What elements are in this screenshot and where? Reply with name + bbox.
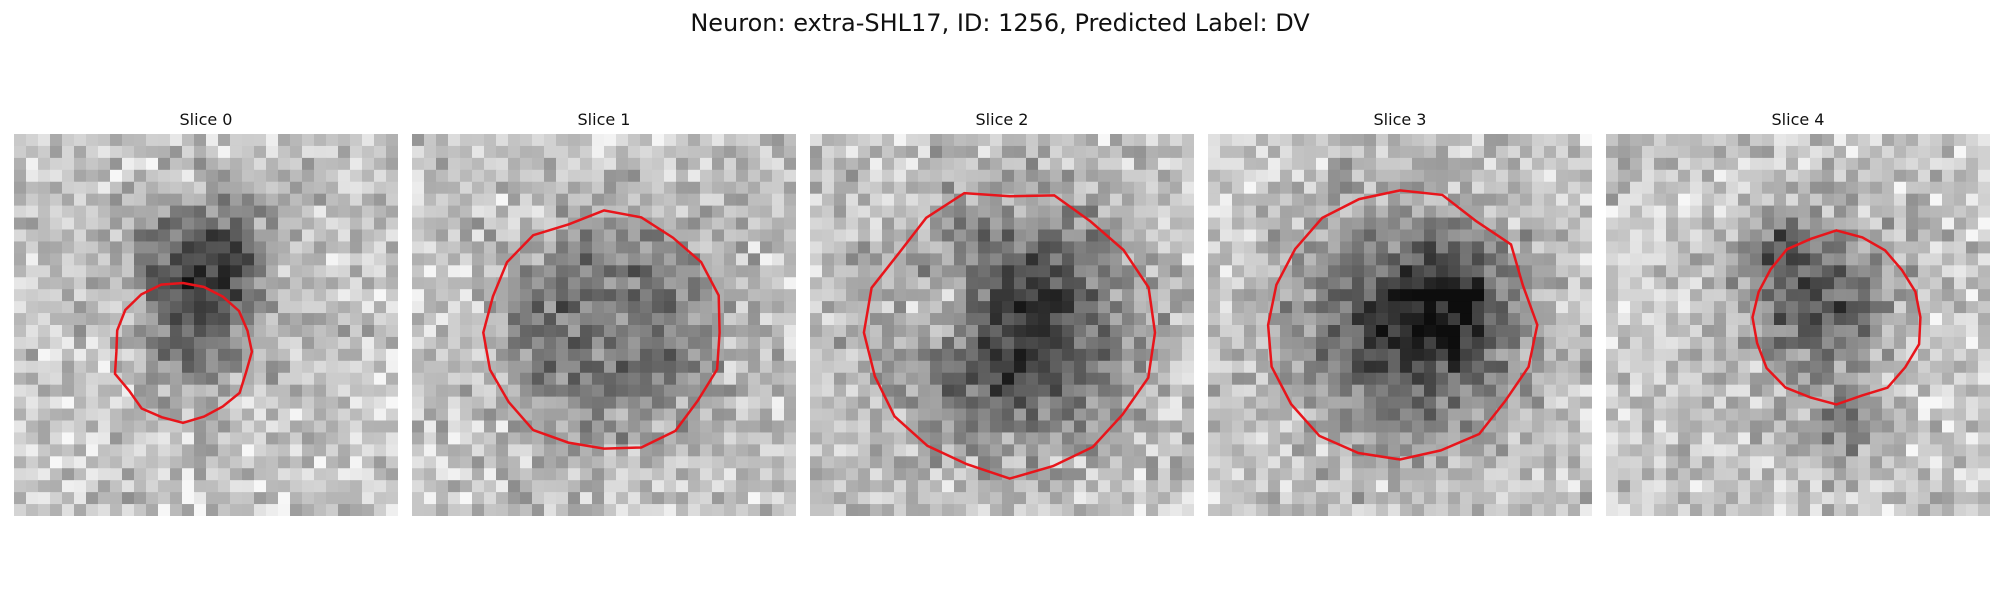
slice-2-microscopy-image [810,134,1194,516]
slice-4-microscopy-image [1606,134,1990,516]
pixel-grid [14,134,398,516]
panel-title-slice-4: Slice 4 [1771,110,1825,129]
slice-1-microscopy-image [412,134,796,516]
panel-title-slice-3: Slice 3 [1373,110,1427,129]
panel-title-slice-0: Slice 0 [179,110,233,129]
segmentation-contour [113,281,254,425]
pixel-grid [810,134,1194,516]
panel-title-slice-1: Slice 1 [577,110,631,129]
slice-0-microscopy-image [14,134,398,516]
slice-2-image-panel [810,134,1194,516]
slice-3-image-panel [1208,134,1592,516]
slice-3-microscopy-image [1208,134,1592,516]
segmentation-contour [862,191,1157,480]
segmentation-contour [482,209,721,450]
pixel-grid [1208,134,1592,516]
slice-4-image-panel [1606,134,1990,516]
panel-title-slice-2: Slice 2 [975,110,1029,129]
slice-1-image-panel [412,134,796,516]
pixel-grid [1606,134,1990,516]
figure-title: Neuron: extra-SHL17, ID: 1256, Predicted… [690,9,1310,37]
slice-0-image-panel [14,134,398,516]
segmentation-contour [1751,229,1922,406]
pixel-grid [412,134,796,516]
segmentation-contour [1266,189,1539,461]
